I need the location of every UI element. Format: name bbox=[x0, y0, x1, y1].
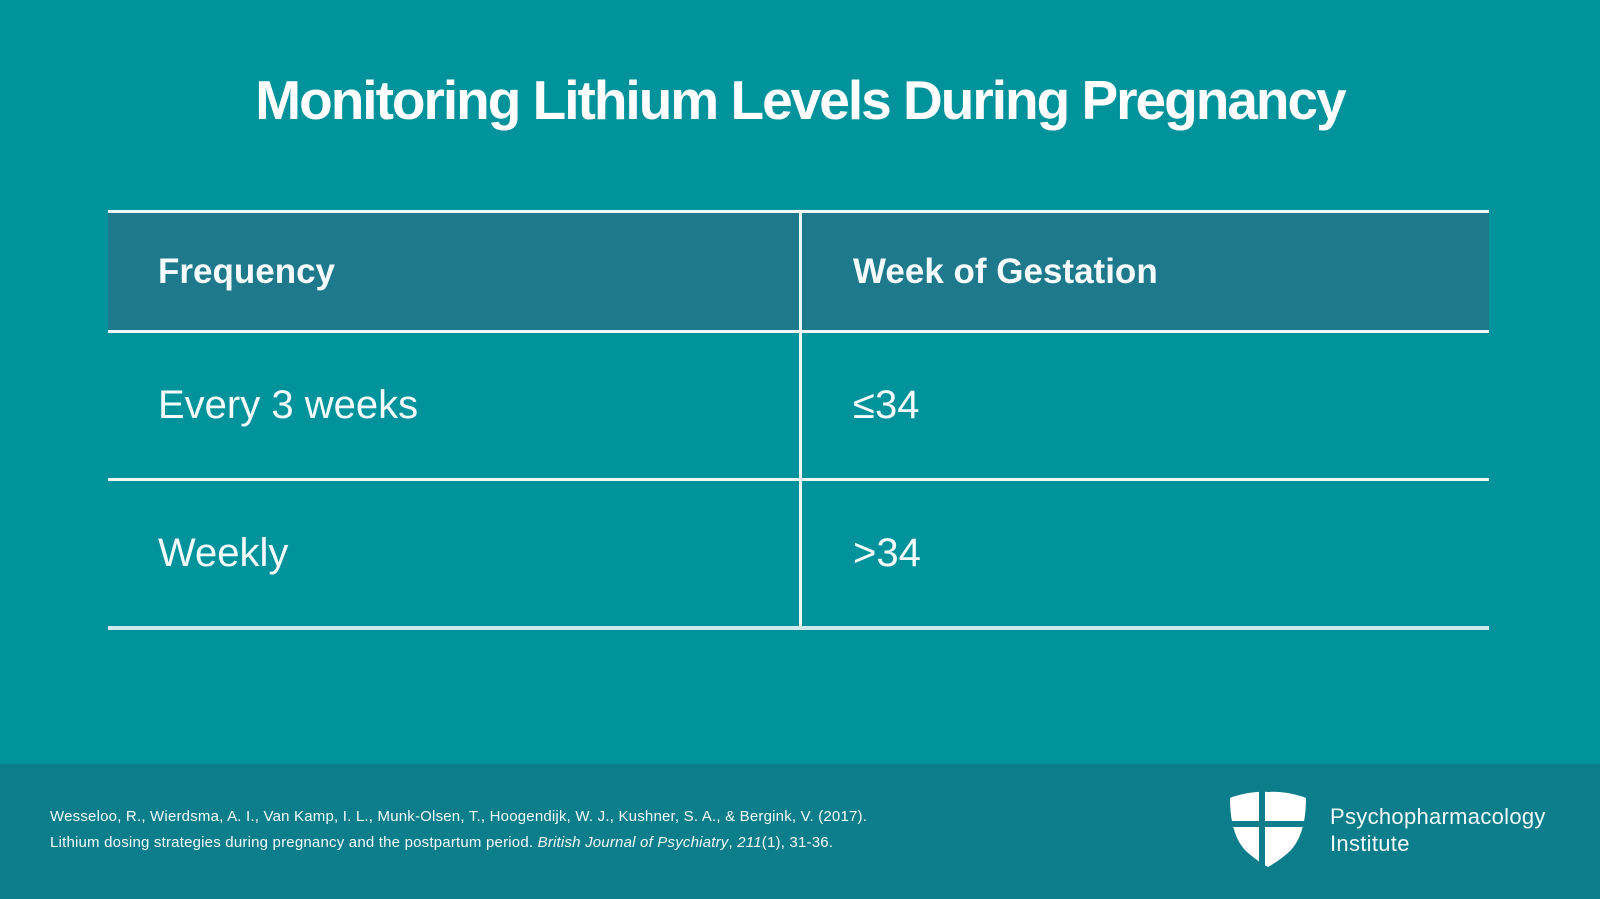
table-row: Every 3 weeks ≤34 bbox=[108, 333, 1489, 481]
citation: Wesseloo, R., Wierdsma, A. I., Van Kamp,… bbox=[50, 804, 867, 856]
citation-text-segment: Lithium dosing strategies during pregnan… bbox=[50, 834, 538, 851]
table-row: Weekly >34 bbox=[108, 481, 1489, 626]
citation-journal-name: British Journal of Psychiatry bbox=[537, 834, 729, 851]
citation-text-segment: , bbox=[728, 834, 738, 851]
citation-line-2: Lithium dosing strategies during pregnan… bbox=[50, 830, 867, 856]
shield-logo-icon bbox=[1228, 791, 1308, 869]
column-header-frequency: Frequency bbox=[158, 251, 335, 291]
table-column-divider bbox=[799, 213, 802, 626]
lithium-monitoring-table: Frequency Week of Gestation Every 3 week… bbox=[108, 210, 1489, 630]
citation-volume: 211 bbox=[737, 834, 762, 851]
frequency-cell: Weekly bbox=[158, 531, 289, 575]
column-header-week-of-gestation: Week of Gestation bbox=[853, 251, 1158, 291]
citation-line-1: Wesseloo, R., Wierdsma, A. I., Van Kamp,… bbox=[50, 808, 868, 825]
table-header-row: Frequency Week of Gestation bbox=[108, 213, 1489, 333]
logo-text: Psychopharmacology Institute bbox=[1330, 803, 1546, 857]
page-title: Monitoring Lithium Levels During Pregnan… bbox=[255, 69, 1346, 131]
week-cell: ≤34 bbox=[853, 383, 920, 427]
logo-line-1: Psychopharmacology bbox=[1330, 804, 1546, 829]
footer-band: Wesseloo, R., Wierdsma, A. I., Van Kamp,… bbox=[0, 764, 1600, 899]
citation-text-segment: (1), 31-36. bbox=[761, 834, 834, 851]
week-cell: >34 bbox=[853, 531, 921, 575]
frequency-cell: Every 3 weeks bbox=[158, 383, 419, 427]
logo-line-2: Institute bbox=[1330, 831, 1410, 856]
psychopharmacology-institute-logo: Psychopharmacology Institute bbox=[1228, 791, 1546, 869]
